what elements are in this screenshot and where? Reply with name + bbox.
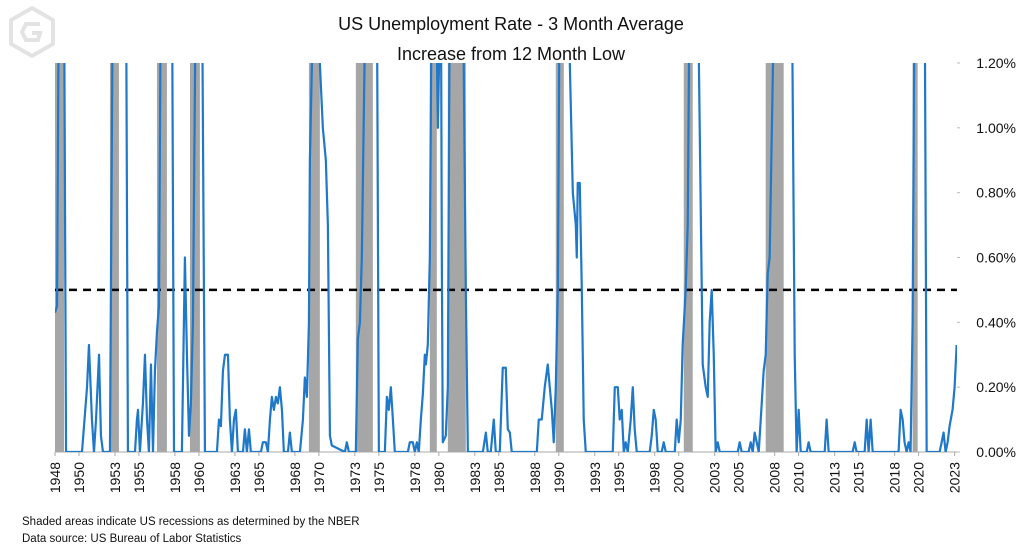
y-tick-label: 0.00%: [976, 444, 1016, 460]
x-tick-label: 2013: [827, 462, 843, 493]
x-tick-label: 1948: [47, 462, 63, 493]
y-tick-label: 0.80%: [976, 185, 1016, 201]
x-tick-label: 1993: [587, 462, 603, 493]
x-tick-label: 2015: [851, 462, 867, 493]
x-tick-label: 1950: [71, 462, 87, 493]
x-tick-label: 1953: [107, 462, 123, 493]
y-tick-label: 1.00%: [976, 120, 1016, 136]
x-tick-label: 2020: [911, 462, 927, 493]
recession-band: [555, 63, 564, 452]
y-tick-label: 0.60%: [976, 250, 1016, 266]
x-tick-label: 2003: [707, 462, 723, 493]
logo: [9, 5, 55, 59]
recession-band: [189, 63, 200, 452]
x-tick-label: 2018: [887, 462, 903, 493]
x-tick-label: 1963: [227, 462, 243, 493]
y-tick-label: 1.20%: [976, 55, 1016, 71]
x-tick-label: 1973: [347, 462, 363, 493]
recession-band: [156, 63, 167, 452]
chart-subtitle: Increase from 12 Month Low: [397, 44, 626, 64]
x-tick-label: 2008: [767, 462, 783, 493]
chart-title: US Unemployment Rate - 3 Month Average: [338, 14, 684, 34]
recession-band: [55, 63, 64, 452]
recession-layer: [55, 63, 918, 452]
x-tick-label: 2000: [671, 462, 687, 493]
data-line: [55, 63, 957, 452]
y-tick-label: 0.20%: [976, 379, 1016, 395]
x-tick-label: 1985: [491, 462, 507, 493]
x-tick-label: 1960: [191, 462, 207, 493]
footnote: Shaded areas indicate US recessions as d…: [22, 516, 360, 528]
x-tick-label: 1965: [251, 462, 267, 493]
x-tick-label: 1978: [407, 462, 423, 493]
x-tick-label: 1968: [287, 462, 303, 493]
x-tick-label: 2023: [947, 462, 963, 493]
x-tick-label: 1970: [311, 462, 327, 493]
x-tick-label: 2005: [731, 462, 747, 493]
axes-layer: 0.00% 0.20% 0.40% 0.60% 0.80% 1.00% 1.20% 1948 1…: [47, 55, 1016, 493]
recession-band: [765, 63, 784, 452]
x-tick-label: 1975: [371, 462, 387, 493]
x-tick-label: 1995: [611, 462, 627, 493]
recession-band: [912, 63, 918, 452]
x-tick-label: 2010: [791, 462, 807, 493]
x-tick-label: 1988: [527, 462, 543, 493]
recession-band: [109, 63, 119, 452]
recession-band: [447, 63, 466, 452]
recession-band: [308, 63, 320, 452]
x-tick-label: 1980: [431, 462, 447, 493]
x-tick-label: 1990: [551, 462, 567, 493]
footnote: Data source: US Bureau of Labor Statisti…: [22, 533, 241, 545]
recession-band: [683, 63, 693, 452]
recession-band: [429, 63, 437, 452]
x-tick-label: 1958: [167, 462, 183, 493]
x-tick-label: 1955: [131, 462, 147, 493]
x-tick-label: 1983: [467, 462, 483, 493]
line-layer: [55, 63, 957, 452]
recession-band: [355, 63, 373, 452]
x-tick-label: 1998: [647, 462, 663, 493]
y-tick-label: 0.40%: [976, 314, 1016, 330]
